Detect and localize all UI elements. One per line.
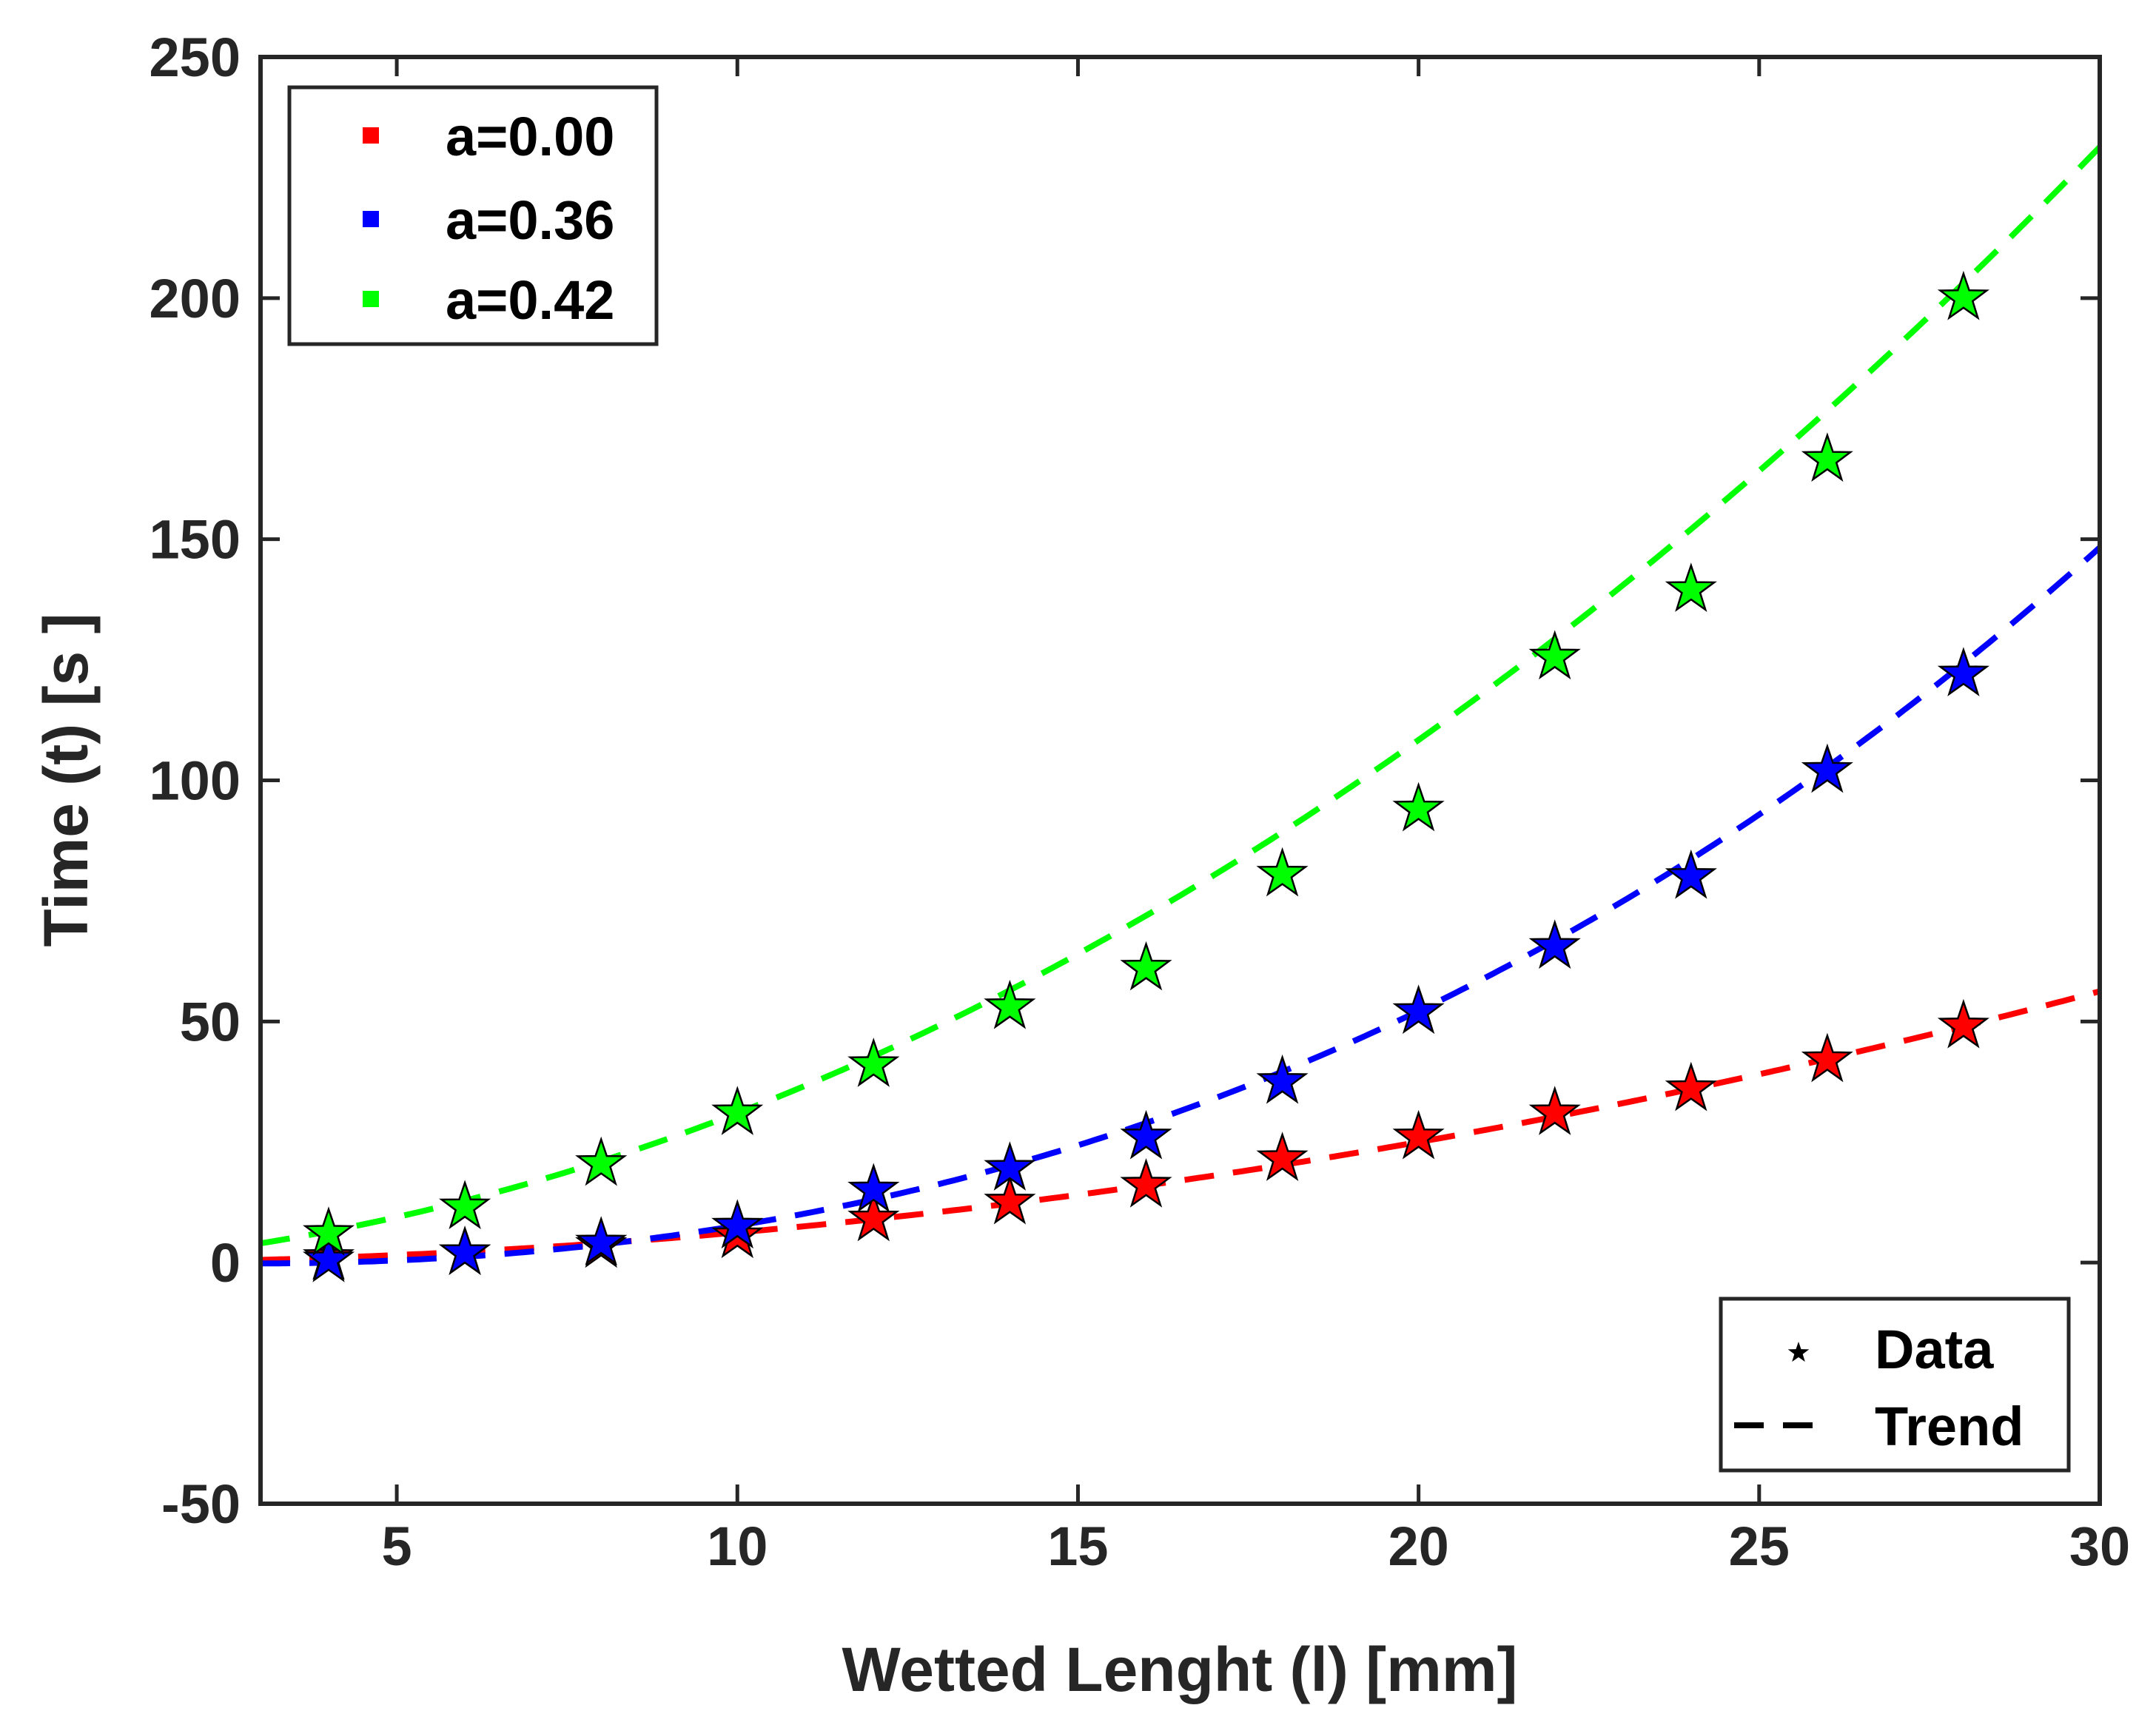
data-point-star [1256, 847, 1309, 897]
data-point-star [1801, 1032, 1853, 1083]
data-point-star [1801, 743, 1853, 793]
data-point-star [1256, 1131, 1309, 1181]
x-tick-label: 30 [2069, 1516, 2130, 1577]
y-tick-label: -50 [161, 1473, 241, 1535]
data-point-star [1937, 270, 1989, 320]
series-legend: a=0.00 a=0.36 a=0.42 [287, 85, 659, 346]
data-point-star [439, 1225, 491, 1275]
y-axis-label: Time (t) [s ] [31, 613, 101, 946]
x-tick-label: 10 [707, 1516, 768, 1577]
legend-label-a000: a=0.00 [446, 106, 614, 167]
y-tick-label: 50 [180, 991, 241, 1052]
series-legend-box [287, 85, 659, 346]
data-point-star [1801, 432, 1853, 482]
data-point-star [847, 1038, 900, 1087]
data-point-star [1528, 1086, 1581, 1135]
x-tick-label: 5 [381, 1516, 412, 1577]
legend-swatch-a036 [363, 211, 379, 227]
data-point-star [1392, 1109, 1445, 1160]
data-point-star [1120, 1158, 1172, 1208]
data-point-star [847, 1163, 900, 1213]
x-axis-label: Wetted Lenght (l) [mm] [842, 1635, 1517, 1704]
y-tick-label: 200 [150, 268, 241, 329]
legend-label-a036: a=0.36 [446, 189, 614, 251]
data-point-star [711, 1086, 764, 1135]
style-legend: Data Trend [1719, 1297, 2071, 1473]
data-point-star [1665, 849, 1717, 899]
data-point-star [1528, 919, 1581, 969]
data-point-star [1665, 1061, 1717, 1112]
y-tick-label: 0 [210, 1232, 241, 1294]
legend-label-data: Data [1875, 1319, 1994, 1380]
x-tick-label: 25 [1729, 1516, 1790, 1577]
y-tick-label: 150 [150, 509, 241, 571]
plot-frame [258, 55, 2102, 1506]
legend-star-icon [1787, 1342, 1810, 1362]
legend-label-trend: Trend [1875, 1396, 2024, 1457]
style-legend-box [1719, 1297, 2071, 1473]
data-point-star [1392, 984, 1445, 1035]
trend-line-1 [260, 545, 2102, 1267]
data-point-star [1392, 781, 1445, 832]
data-point-star [439, 1180, 491, 1230]
data-point-star [575, 1216, 628, 1265]
trend-line-2 [260, 144, 2102, 1247]
data-markers [303, 270, 1989, 1282]
legend-swatch-a042 [363, 291, 379, 307]
data-point-star [1120, 941, 1172, 991]
data-point-star [984, 1174, 1036, 1225]
data-point-star [303, 1206, 355, 1256]
data-point-star [1937, 647, 1989, 696]
legend-label-a042: a=0.42 [446, 269, 614, 331]
x-tick-label: 20 [1388, 1516, 1448, 1577]
data-point-star [1256, 1054, 1309, 1104]
axis-tick-labels: 5 10 15 20 25 30 -50 0 50 100 150 200 250 [150, 27, 2131, 1577]
data-point-star [303, 1233, 355, 1282]
data-point-star [1937, 998, 1989, 1049]
data-point-star [847, 1191, 900, 1242]
data-point-star [1528, 630, 1581, 680]
data-point-star [1120, 1109, 1172, 1160]
data-point-star [711, 1199, 764, 1249]
data-point-star [575, 1136, 628, 1186]
y-tick-label: 100 [150, 750, 241, 812]
legend-swatch-a000 [363, 127, 379, 144]
data-point-star [1665, 562, 1717, 612]
data-point-star [984, 979, 1036, 1029]
x-tick-label: 15 [1047, 1516, 1108, 1577]
trend-lines [260, 144, 2102, 1267]
data-point-star [984, 1141, 1036, 1191]
y-tick-label: 250 [150, 27, 241, 88]
